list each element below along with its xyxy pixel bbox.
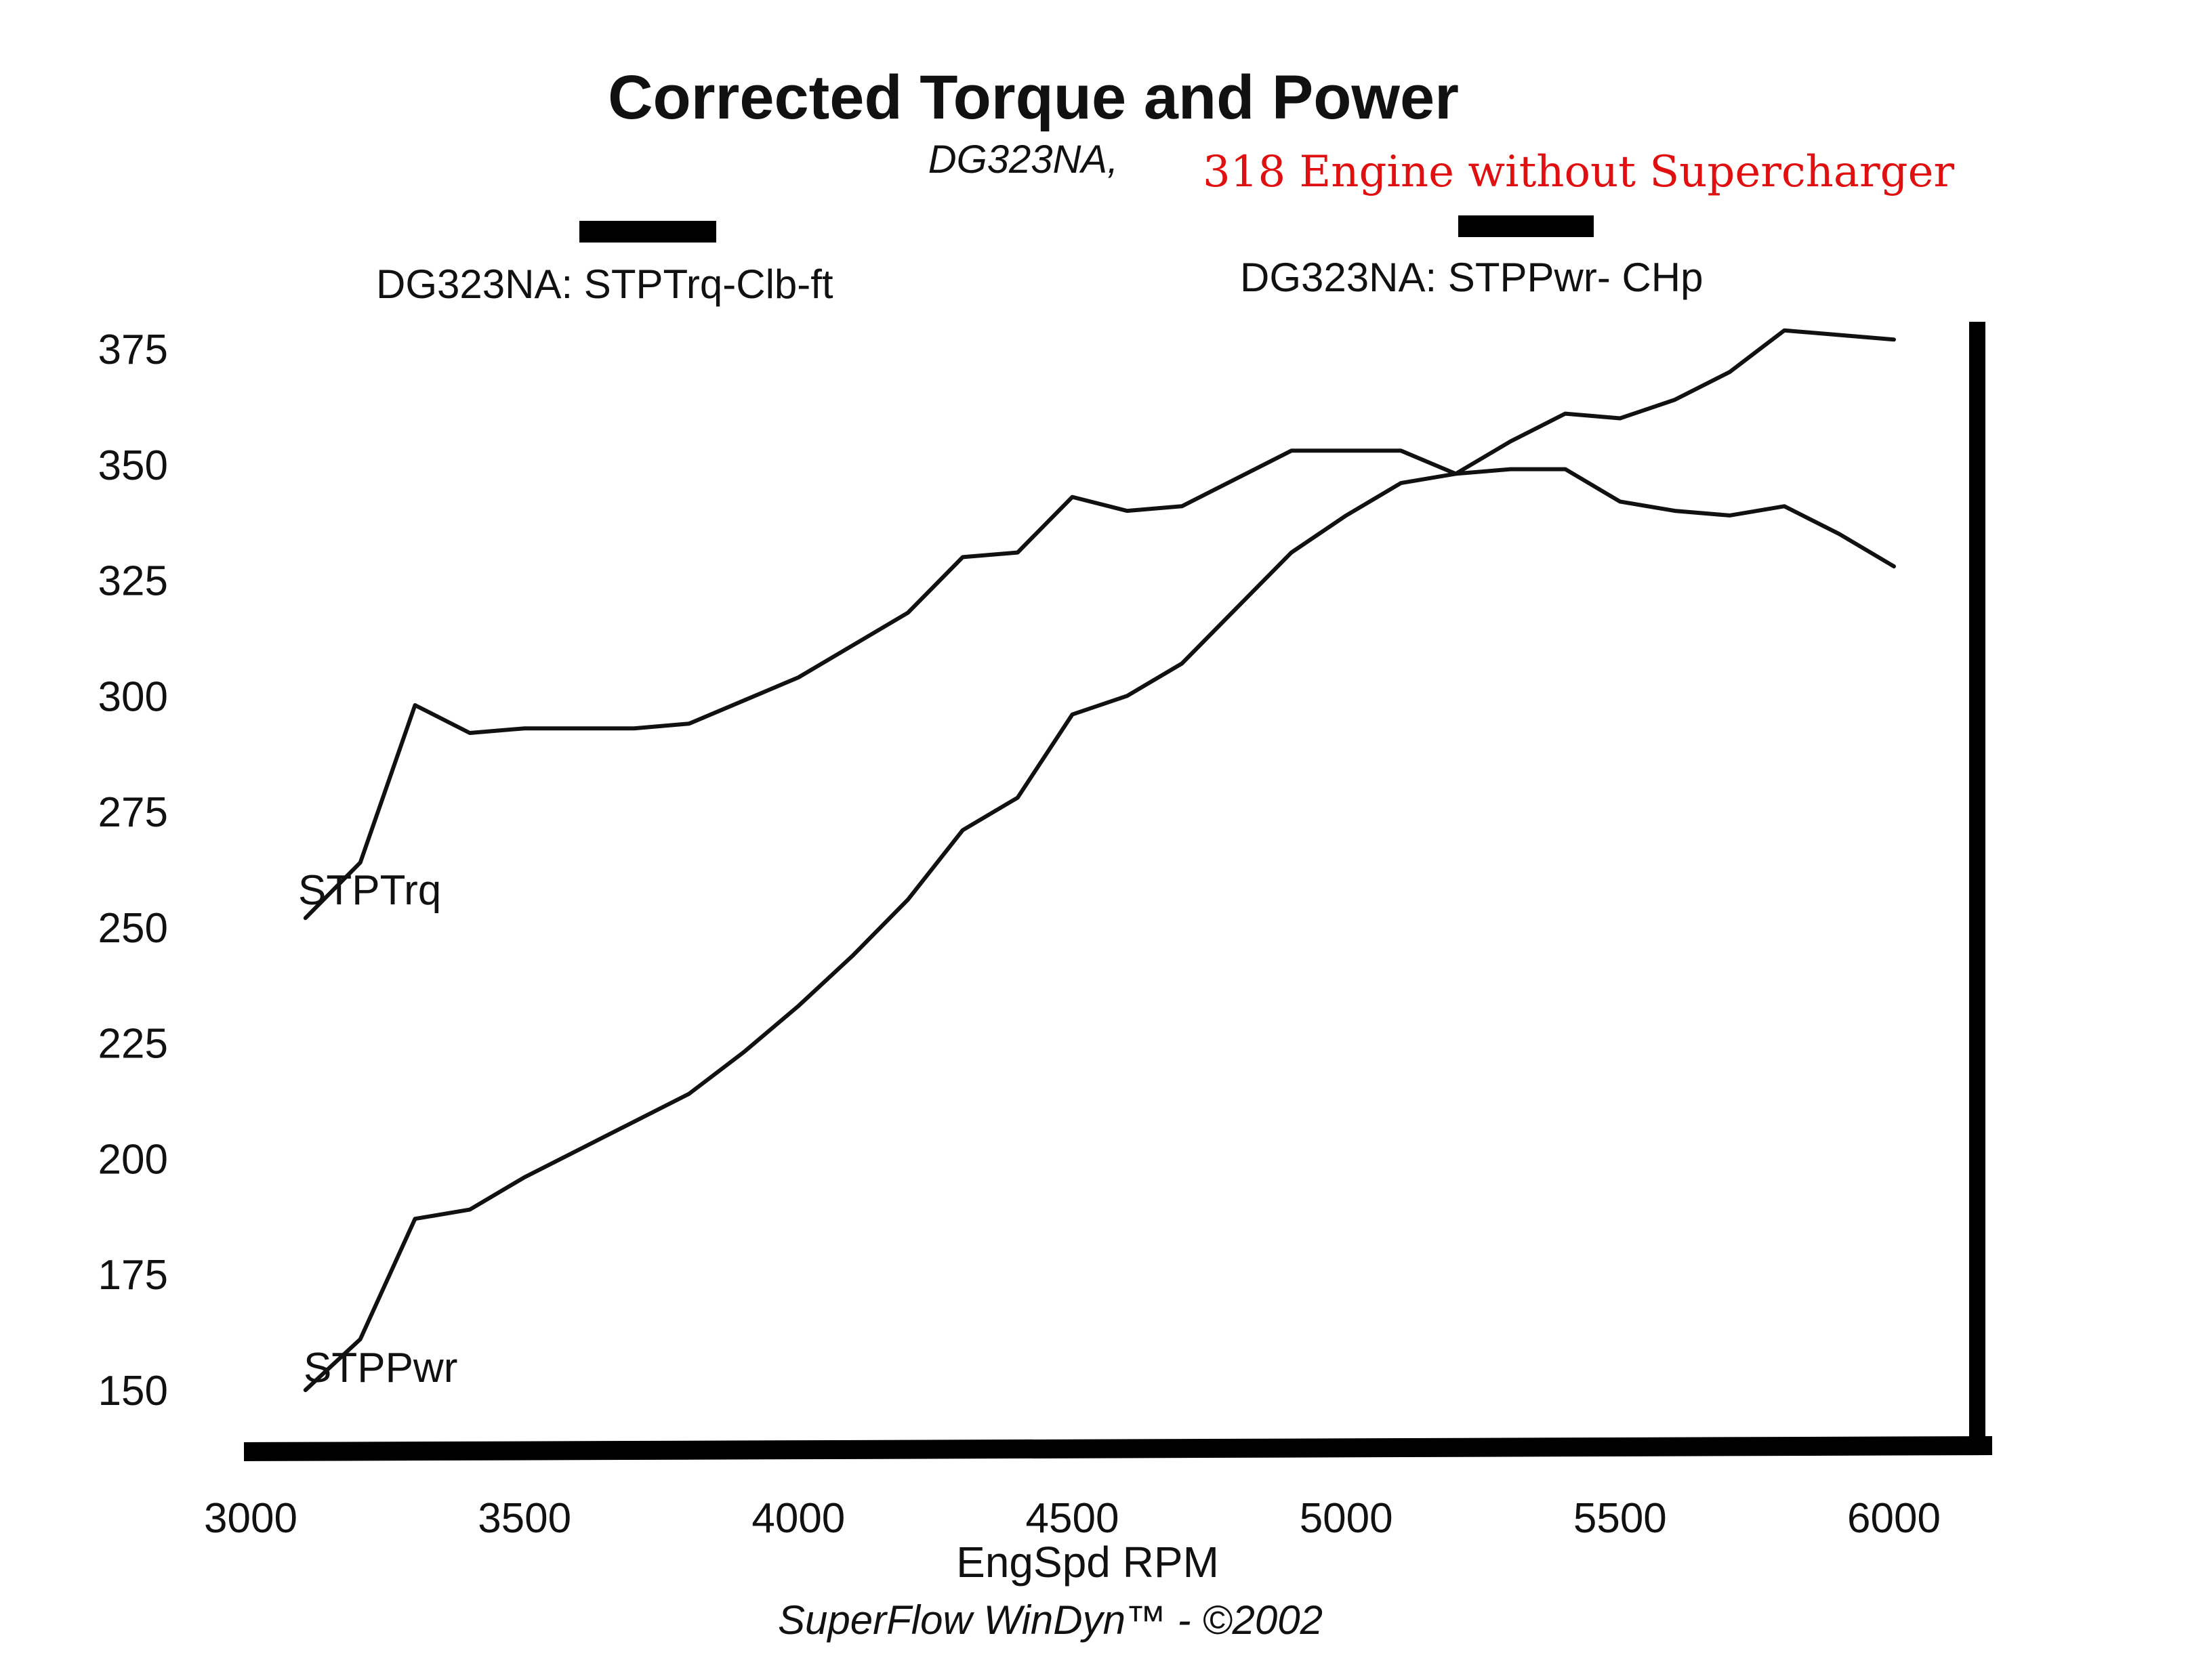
series-line-stppwr bbox=[303, 328, 1896, 1392]
y-tick-label: 275 bbox=[98, 789, 168, 836]
x-axis-ticks: 3000 3500 4000 4500 5000 5500 6000 bbox=[204, 1495, 1941, 1542]
x-tick-label: 6000 bbox=[1847, 1495, 1941, 1542]
series-line-stptrq bbox=[303, 448, 1896, 921]
y-tick-label: 175 bbox=[98, 1252, 168, 1299]
y-tick-label: 375 bbox=[98, 327, 168, 373]
chart-footer: SuperFlow WinDyn™ - ©2002 bbox=[778, 1597, 1323, 1643]
y-tick-label: 150 bbox=[98, 1368, 168, 1414]
series-label-torque: STPTrq bbox=[298, 867, 441, 914]
y-tick-label: 325 bbox=[98, 558, 168, 605]
legend-power-swatch bbox=[1458, 215, 1594, 237]
x-tick-label: 3500 bbox=[478, 1495, 571, 1542]
x-axis-line bbox=[243, 1436, 1993, 1461]
series-label-power: STPPwr bbox=[304, 1345, 457, 1391]
x-tick-label: 5500 bbox=[1573, 1495, 1667, 1542]
x-axis-label: EngSpd RPM bbox=[956, 1538, 1219, 1587]
x-tick-label: 4500 bbox=[1026, 1495, 1119, 1542]
chart-title: Corrected Torque and Power bbox=[608, 63, 1459, 132]
y-tick-label: 200 bbox=[98, 1136, 168, 1183]
y-tick-label: 225 bbox=[98, 1021, 168, 1068]
x-tick-label: 4000 bbox=[751, 1495, 845, 1542]
engine-annotation: 318 Engine without Supercharger bbox=[1203, 147, 1954, 197]
legend-power-label: DG323NA: STPPwr- CHp bbox=[1240, 255, 1704, 300]
x-tick-label: 3000 bbox=[204, 1495, 297, 1542]
y-axis-ticks: 375 350 325 300 275 250 225 200 175 150 bbox=[98, 327, 168, 1414]
x-tick-label: 5000 bbox=[1300, 1495, 1393, 1542]
legend-torque-label: DG323NA: STPTrq-Clb-ft bbox=[376, 261, 833, 307]
legend-torque-swatch bbox=[579, 221, 716, 243]
y-tick-label: 250 bbox=[98, 905, 168, 952]
series-layer bbox=[303, 328, 1896, 1392]
y-tick-label: 300 bbox=[98, 673, 168, 720]
y-tick-label: 350 bbox=[98, 442, 168, 489]
chart-subtitle: DG323NA, bbox=[928, 138, 1118, 182]
